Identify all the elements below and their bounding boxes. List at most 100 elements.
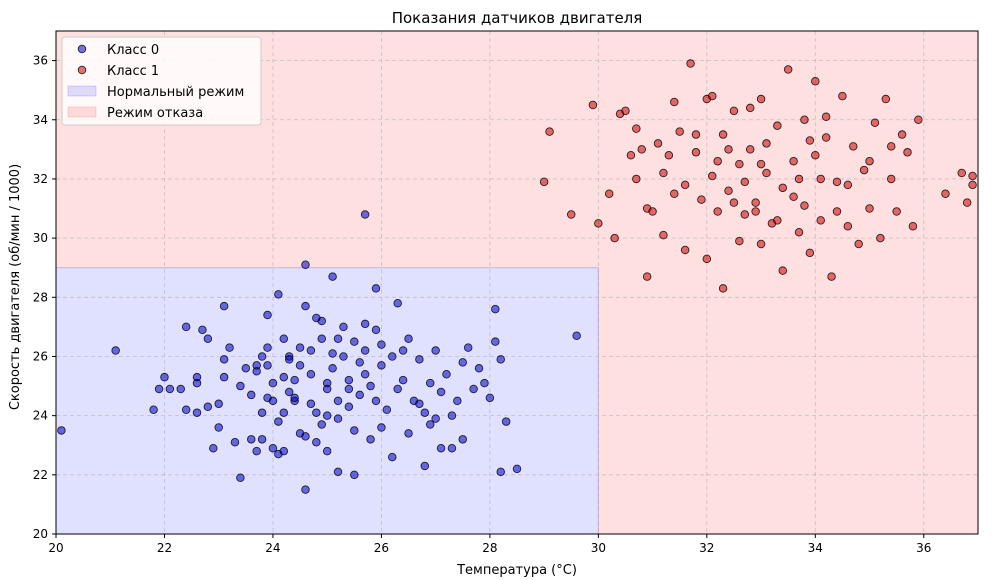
data-point-class-1 (756, 94, 766, 104)
data-point-class-0 (415, 399, 424, 409)
data-point-class-0 (398, 375, 408, 385)
data-point-class-0 (333, 396, 343, 406)
data-point-class-1 (680, 245, 690, 255)
data-point-class-0 (203, 334, 213, 343)
data-point-class-0 (420, 461, 430, 471)
data-point-class-0 (317, 334, 327, 343)
chart-title: Показания датчиков двигателя (392, 9, 643, 27)
legend-patch (67, 106, 97, 118)
data-point-class-0 (458, 435, 468, 444)
x-tick-label: 32 (699, 541, 714, 555)
data-point-class-1 (724, 186, 733, 196)
data-point-class-1 (903, 148, 912, 157)
data-point-class-0 (442, 369, 451, 379)
data-point-class-0 (436, 443, 446, 453)
data-point-class-0 (339, 352, 348, 361)
x-tick-label: 24 (265, 541, 280, 555)
data-point-class-1 (751, 207, 760, 216)
data-point-class-1 (740, 210, 750, 219)
data-point-class-0 (360, 210, 370, 219)
data-point-class-1 (702, 254, 712, 264)
data-point-class-0 (192, 378, 202, 388)
data-point-class-0 (149, 405, 158, 414)
tick-labels: 20 22 24 26 28 30 32 34 36 20 22 24 26 28 30 32 34 36 (33, 54, 932, 555)
data-point-class-0 (328, 349, 337, 358)
data-point-class-0 (209, 443, 218, 453)
data-point-class-1 (897, 130, 907, 139)
data-point-class-0 (322, 446, 332, 456)
data-point-class-0 (496, 355, 505, 364)
data-point-class-0 (219, 355, 229, 364)
data-point-class-1 (892, 207, 901, 216)
data-point-class-1 (604, 189, 614, 198)
data-point-class-0 (241, 364, 251, 373)
data-point-class-1 (886, 174, 896, 184)
data-point-class-1 (811, 77, 820, 86)
data-point-class-0 (366, 435, 375, 444)
data-point-class-0 (111, 346, 120, 355)
data-point-class-0 (501, 417, 511, 426)
data-point-class-1 (832, 207, 842, 216)
data-point-class-1 (670, 97, 679, 107)
data-point-class-0 (160, 372, 169, 382)
data-point-class-0 (360, 346, 370, 355)
x-tick-label: 36 (916, 541, 931, 555)
data-point-class-1 (805, 136, 815, 145)
data-point-class-1 (968, 171, 977, 181)
data-point-class-1 (811, 151, 820, 160)
data-point-class-1 (718, 284, 728, 293)
data-point-class-0 (344, 375, 354, 385)
data-point-class-0 (263, 361, 272, 370)
data-point-class-0 (350, 426, 359, 435)
data-point-class-0 (322, 411, 332, 420)
data-point-class-1 (816, 174, 825, 184)
data-point-class-0 (350, 470, 359, 480)
data-point-class-0 (425, 378, 435, 388)
data-point-class-1 (881, 94, 891, 104)
data-point-class-0 (279, 372, 289, 382)
axes-frame (55, 30, 979, 535)
data-point-class-1 (789, 156, 798, 166)
x-tick-label: 20 (48, 541, 63, 555)
axes (55, 30, 979, 535)
data-point-class-0 (312, 408, 321, 417)
data-point-class-1 (800, 115, 809, 125)
data-point-class-0 (333, 334, 343, 343)
data-point-class-0 (447, 411, 457, 420)
data-point-class-0 (263, 310, 272, 320)
region-normal-base (56, 267, 599, 534)
legend-label: Класс 1 (107, 64, 159, 79)
x-tick-label: 30 (591, 541, 606, 555)
data-point-class-1 (735, 236, 744, 246)
data-point-class-0 (333, 414, 343, 423)
data-point-class-1 (821, 133, 831, 142)
y-tick-label: 30 (33, 231, 48, 245)
data-point-class-1 (783, 65, 793, 74)
data-point-class-0 (496, 467, 505, 477)
data-point-class-0 (214, 399, 223, 409)
data-point-class-0 (225, 343, 234, 352)
data-point-class-0 (257, 352, 267, 361)
data-point-class-1 (648, 207, 657, 216)
data-point-class-0 (512, 464, 522, 474)
data-point-class-1 (659, 168, 668, 178)
x-tick-label: 22 (157, 541, 172, 555)
data-point-class-1 (870, 118, 880, 127)
data-point-class-0 (257, 408, 267, 417)
y-tick-label: 32 (33, 172, 48, 186)
data-point-class-1 (642, 272, 652, 281)
data-point-class-1 (740, 177, 750, 187)
legend-marker (77, 44, 87, 54)
y-tick-label: 22 (33, 468, 48, 482)
data-point-class-1 (773, 121, 782, 130)
data-point-class-1 (773, 216, 782, 225)
data-point-class-0 (333, 467, 343, 477)
data-point-class-0 (176, 384, 185, 394)
data-point-class-0 (371, 325, 381, 335)
data-point-class-1 (886, 142, 896, 151)
data-point-class-1 (908, 222, 918, 231)
data-point-class-0 (306, 399, 316, 409)
data-point-class-0 (480, 378, 489, 388)
data-point-class-0 (420, 408, 430, 417)
data-point-class-1 (686, 59, 695, 68)
